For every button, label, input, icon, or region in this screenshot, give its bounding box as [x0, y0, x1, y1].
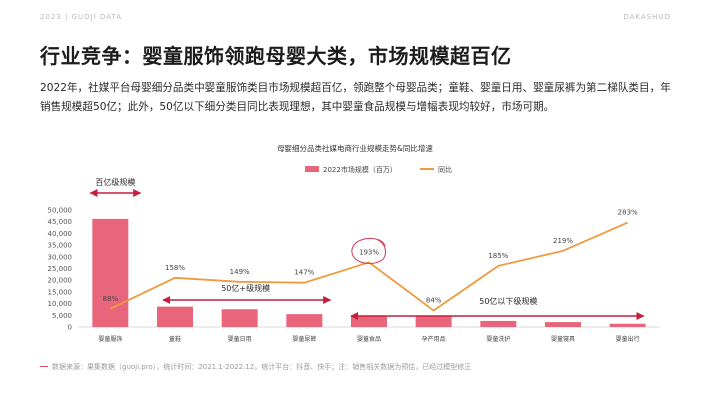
y-tick-label: 5,000: [52, 312, 72, 320]
bar-婴童洗护: [480, 320, 517, 327]
x-tick-label: 婴童尿裤: [292, 335, 316, 343]
y-tick-label: 40,000: [48, 230, 73, 238]
highlight-circle: [351, 237, 387, 265]
tier-label: 50亿+级规模: [221, 283, 270, 293]
bar-婴童服饰: [92, 218, 129, 327]
yoy-label: 283%: [618, 209, 638, 217]
header-right-brand: DAKASHUO: [623, 13, 671, 21]
y-tick-label: 20,000: [48, 277, 73, 285]
source-accent: [40, 366, 48, 367]
y-tick-label: 30,000: [48, 253, 73, 261]
x-tick-label: 婴童食品: [357, 335, 381, 343]
x-tick-label: 婴童寝具: [551, 335, 575, 343]
bar-婴童尿裤: [286, 314, 323, 327]
legend-line-label: 同比: [438, 165, 452, 174]
bar-婴童出行: [609, 323, 646, 327]
tier-label: 百亿级规模: [95, 177, 135, 187]
yoy-label: 185%: [488, 252, 508, 260]
yoy-line: [109, 221, 629, 312]
x-tick-label: 婴童服饰: [98, 335, 122, 343]
bar-婴童日用: [221, 309, 258, 327]
y-tick-label: 25,000: [48, 265, 73, 273]
summary-text: 2022年，社媒平台母婴细分品类中婴童服饰类目市场规模超百亿，领跑整个母婴品类；…: [40, 82, 671, 113]
header-brand: 2023 | GUOJI DATA: [40, 13, 123, 21]
yoy-label: 193%: [359, 248, 379, 256]
y-tick-label: 45,000: [48, 218, 73, 226]
legend-bar-swatch: [305, 166, 319, 172]
y-tick-label: 50,000: [48, 207, 73, 215]
x-tick-label: 婴童洗护: [486, 335, 510, 343]
yoy-label: 147%: [294, 269, 314, 277]
yoy-label: 88%: [103, 295, 119, 303]
source-note: 数据来源：果集数据（guoji.pro），统计时间：2021.1-2022.12…: [52, 363, 472, 371]
x-tick-label: 婴童日用: [228, 335, 252, 343]
yoy-label: 149%: [230, 268, 250, 276]
y-tick-label: 10,000: [48, 300, 73, 308]
bar-孕产用品: [415, 316, 452, 327]
y-tick-label: 0: [68, 324, 72, 332]
legend-bar-label: 2022市场规模（百万）: [323, 165, 397, 174]
tier-label: 50亿以下级规模: [479, 296, 537, 306]
yoy-label: 219%: [553, 237, 573, 245]
bar-童鞋: [157, 306, 193, 327]
bar-婴童寝具: [545, 322, 581, 327]
x-tick-label: 婴童出行: [616, 335, 640, 343]
bar-婴童食品: [351, 316, 387, 327]
y-tick-label: 15,000: [48, 288, 73, 296]
yoy-label: 158%: [165, 264, 185, 272]
x-tick-label: 孕产用品: [422, 335, 446, 343]
page-title: 行业竞争：婴童服饰领跑母婴大类，市场规模超百亿: [40, 44, 512, 68]
yoy-label: 84%: [426, 297, 442, 305]
chart-title: 母婴细分品类社媒电商行业规模走势&同比增速: [277, 143, 433, 153]
x-tick-label: 童鞋: [169, 335, 181, 343]
y-tick-label: 35,000: [48, 242, 73, 250]
